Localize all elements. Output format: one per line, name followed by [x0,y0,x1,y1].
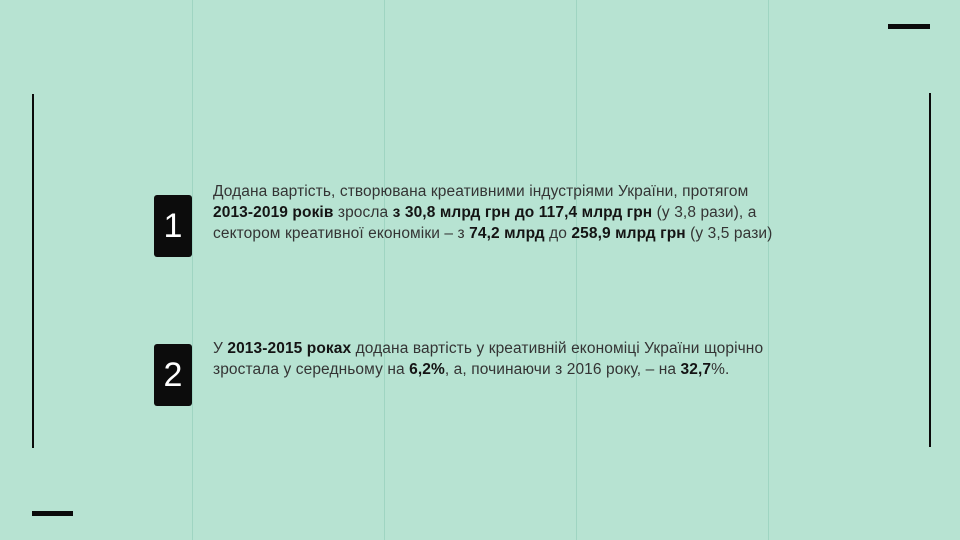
background-grid-line [768,0,769,540]
accent-bar-bottom-left [32,511,73,516]
decorative-line-right [929,93,931,447]
decorative-line-left [32,94,34,448]
item-1-text: Додана вартість, створювана креативними … [213,183,773,242]
item-1-number-badge: 1 [154,195,192,257]
background-grid-line [576,0,577,540]
item-2-number-badge: 2 [154,344,192,406]
background-grid-line [192,0,193,540]
item-2-text: У 2013-2015 роках додана вартість у креа… [213,340,764,378]
background-grid-line [384,0,385,540]
accent-bar-top-right [888,24,930,29]
